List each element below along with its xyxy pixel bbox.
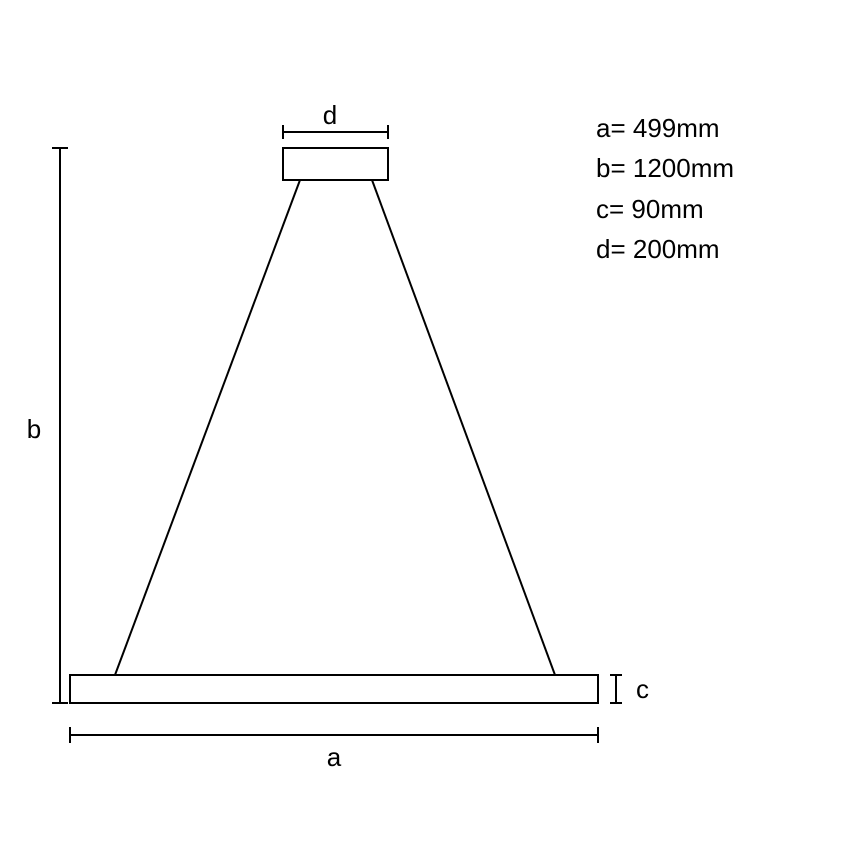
legend-value: 200mm bbox=[633, 234, 720, 264]
legend-row: a= 499mm bbox=[596, 108, 734, 148]
pendant-lamp-diagram: dabc bbox=[0, 0, 868, 868]
legend-value: 1200mm bbox=[633, 153, 734, 183]
legend-key: d bbox=[596, 229, 610, 269]
legend-value: 90mm bbox=[631, 194, 703, 224]
svg-text:a: a bbox=[327, 742, 342, 772]
dimension-legend: a= 499mm b= 1200mm c= 90mm d= 200mm bbox=[596, 108, 734, 269]
legend-key: b bbox=[596, 148, 610, 188]
legend-key: c bbox=[596, 189, 609, 229]
svg-text:d: d bbox=[323, 100, 337, 130]
legend-row: d= 200mm bbox=[596, 229, 734, 269]
legend-key: a bbox=[596, 108, 610, 148]
svg-text:b: b bbox=[27, 414, 41, 444]
svg-text:c: c bbox=[636, 674, 649, 704]
legend-value: 499mm bbox=[633, 113, 720, 143]
legend-row: c= 90mm bbox=[596, 189, 734, 229]
legend-row: b= 1200mm bbox=[596, 148, 734, 188]
